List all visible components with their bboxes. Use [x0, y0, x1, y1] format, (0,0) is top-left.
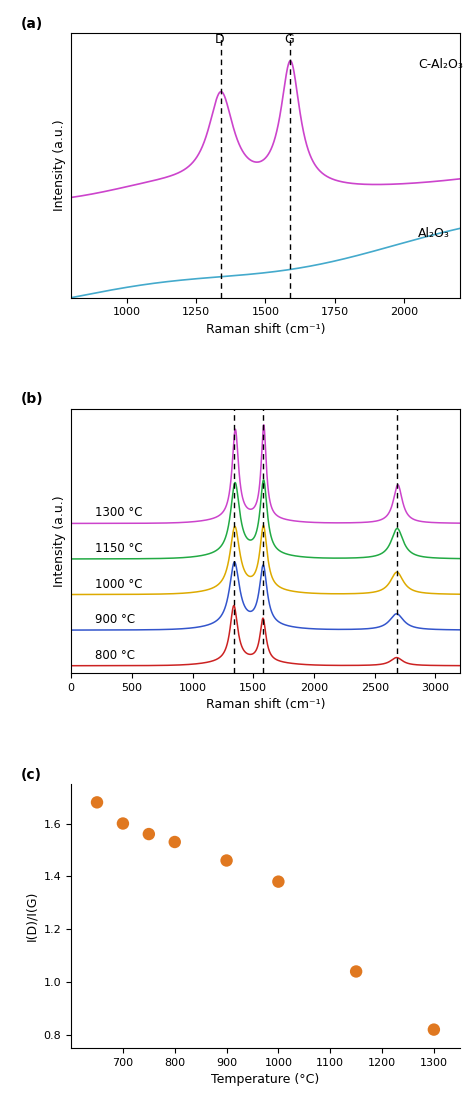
- Text: (a): (a): [20, 17, 43, 31]
- Text: (c): (c): [20, 767, 42, 782]
- Text: D: D: [215, 33, 225, 46]
- Y-axis label: Intensity (a.u.): Intensity (a.u.): [53, 495, 65, 586]
- Text: 1000 °C: 1000 °C: [95, 578, 143, 591]
- Point: [430, 1020, 438, 1038]
- X-axis label: Temperature (°C): Temperature (°C): [211, 1074, 319, 1086]
- X-axis label: Raman shift (cm⁻¹): Raman shift (cm⁻¹): [206, 698, 325, 711]
- Text: (b): (b): [20, 392, 43, 406]
- Text: 1300 °C: 1300 °C: [95, 506, 143, 520]
- Text: 1150 °C: 1150 °C: [95, 542, 143, 555]
- Point: [352, 962, 360, 980]
- Text: 800 °C: 800 °C: [95, 649, 136, 661]
- Text: 900 °C: 900 °C: [95, 613, 136, 627]
- Point: [145, 825, 153, 843]
- Point: [274, 873, 282, 891]
- Text: C-Al₂O₃: C-Al₂O₃: [418, 58, 463, 71]
- Point: [223, 852, 230, 870]
- Point: [119, 815, 127, 833]
- X-axis label: Raman shift (cm⁻¹): Raman shift (cm⁻¹): [206, 323, 325, 336]
- Text: G: G: [284, 33, 294, 46]
- Y-axis label: Intensity (a.u.): Intensity (a.u.): [53, 119, 65, 212]
- Y-axis label: I(D)/I(G): I(D)/I(G): [25, 891, 38, 941]
- Point: [93, 794, 101, 812]
- Text: Al₂O₃: Al₂O₃: [418, 227, 450, 241]
- Point: [171, 833, 179, 851]
